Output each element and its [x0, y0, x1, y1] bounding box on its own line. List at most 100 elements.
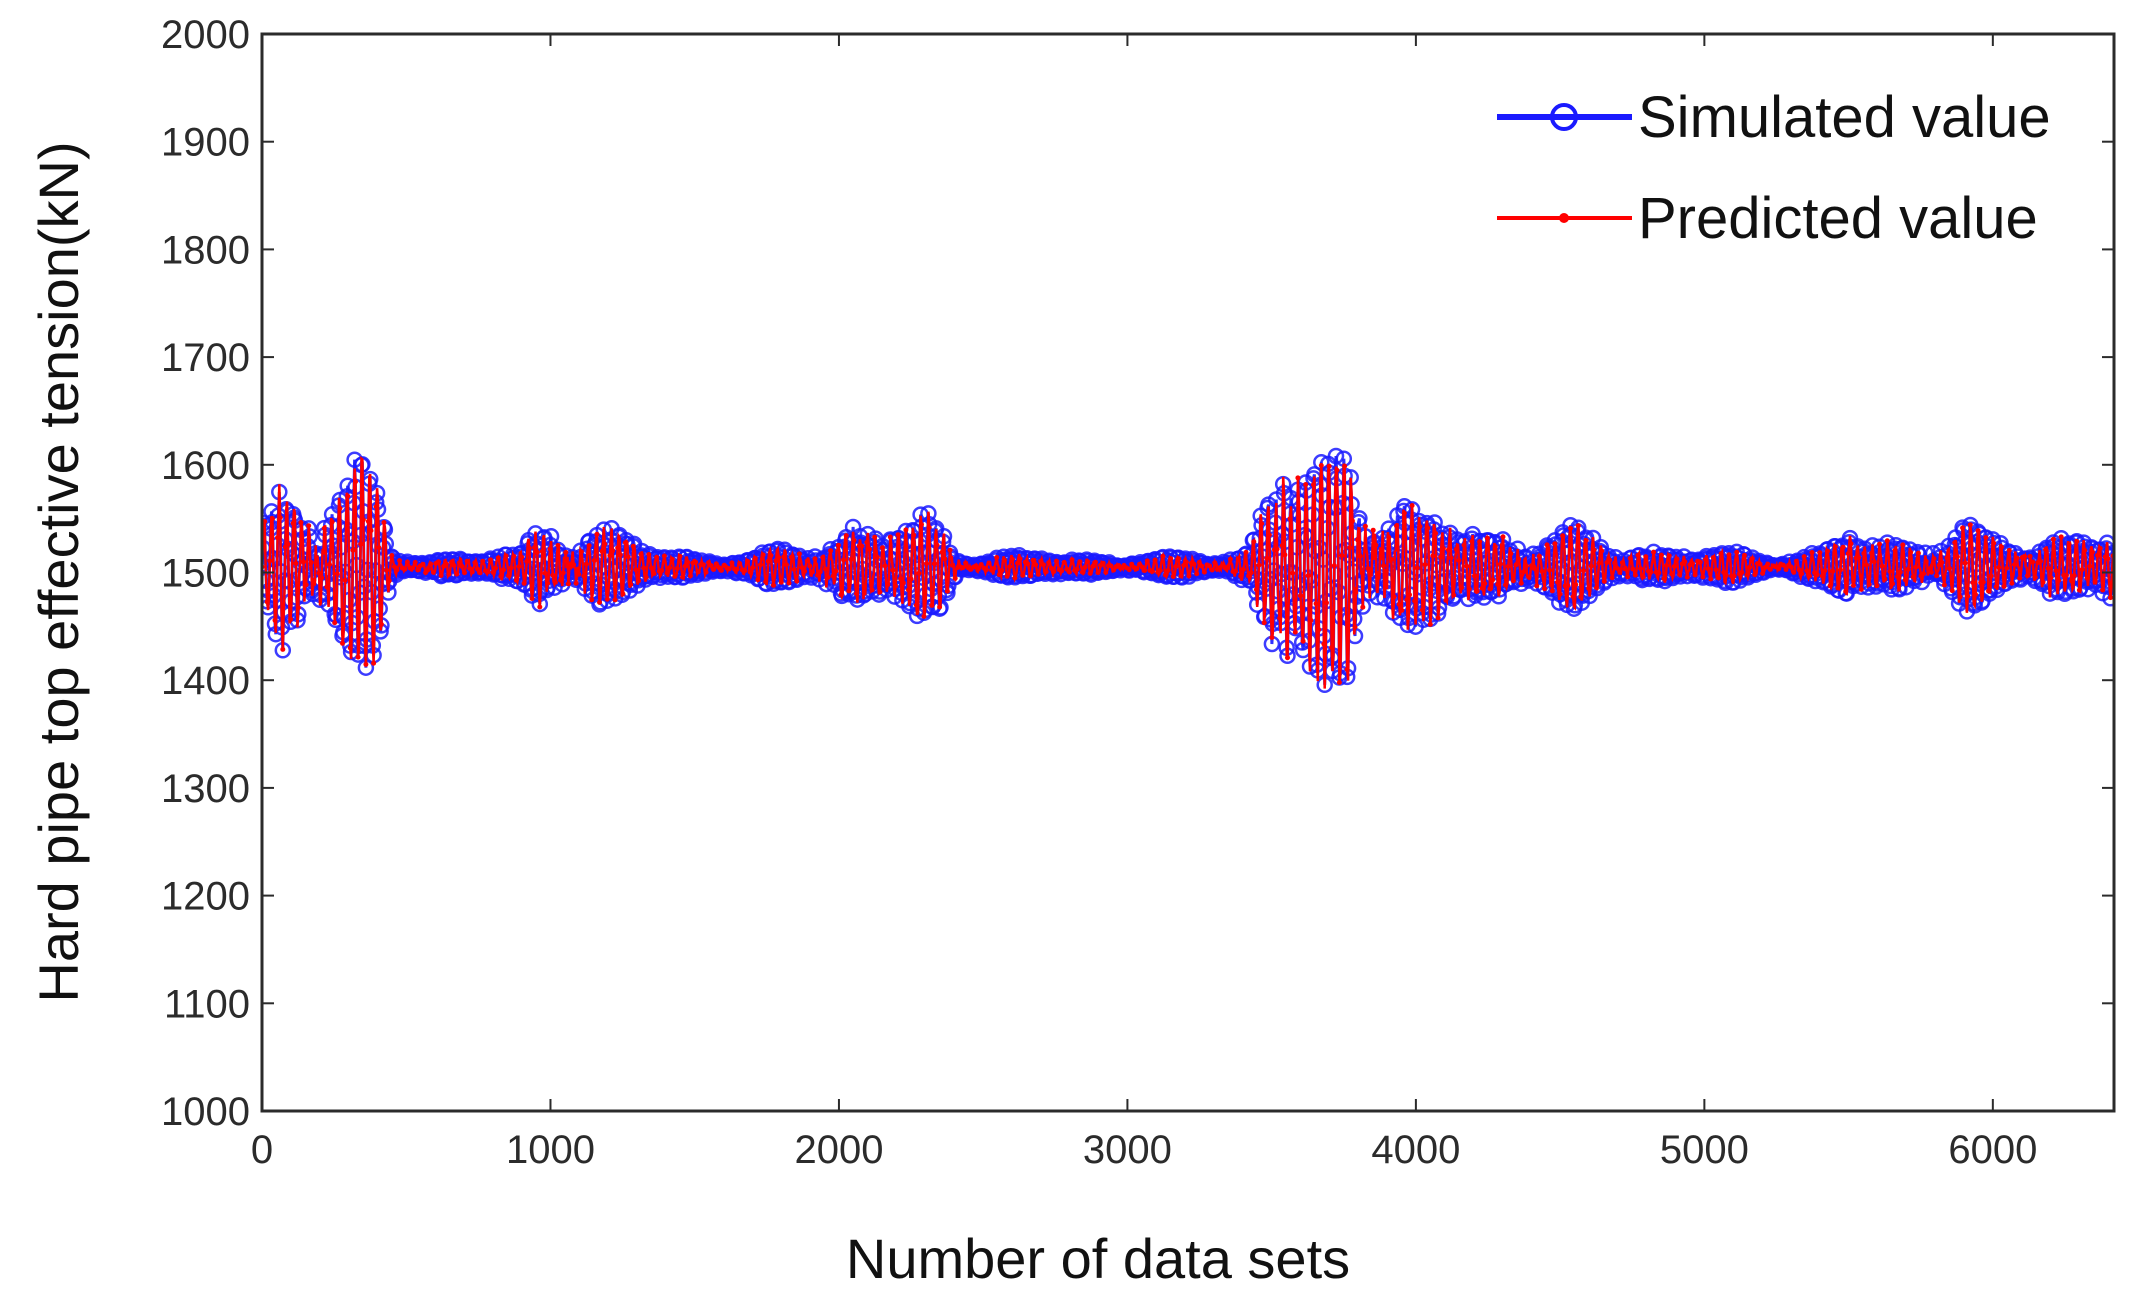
data-point-predicted [1191, 561, 1197, 567]
data-point-predicted [906, 587, 911, 593]
data-point-predicted [1412, 598, 1418, 604]
data-point-predicted [841, 557, 847, 563]
data-point-predicted [1866, 581, 1872, 587]
data-point-predicted [1144, 558, 1150, 564]
data-point-predicted [1591, 547, 1597, 553]
data-point-predicted [2082, 547, 2088, 553]
data-point-predicted [1295, 475, 1301, 481]
legend: Simulated value Predicted value [1497, 85, 2051, 251]
data-point-predicted [2014, 555, 2020, 561]
data-point-predicted [501, 567, 506, 573]
data-point-predicted [913, 602, 919, 608]
y-tick-label: 1200 [161, 875, 250, 919]
data-point-predicted [1329, 644, 1335, 650]
data-point-predicted [2006, 547, 2012, 553]
data-point-predicted [1796, 567, 1802, 573]
x-tick-label: 4000 [1371, 1128, 1460, 1172]
data-point-predicted [1456, 557, 1462, 563]
data-point-predicted [306, 523, 312, 529]
data-point-predicted [768, 553, 774, 558]
data-point-predicted [2100, 587, 2106, 593]
data-point-predicted [1007, 564, 1013, 570]
data-point-predicted [2084, 575, 2090, 581]
data-point-predicted [1555, 579, 1560, 585]
data-point-predicted [937, 604, 943, 610]
data-point-predicted [1900, 542, 1906, 548]
data-point-predicted [334, 571, 340, 577]
data-point-predicted [1240, 566, 1246, 572]
data-point-predicted [597, 599, 602, 605]
data-point-predicted [807, 563, 813, 569]
data-point-predicted [1510, 578, 1516, 584]
data-point-predicted [1378, 555, 1384, 561]
data-point-predicted [711, 566, 717, 572]
data-point-predicted [1173, 563, 1179, 569]
data-point-predicted [1079, 569, 1085, 575]
data-point-predicted [1526, 574, 1532, 580]
data-point-predicted [532, 545, 538, 550]
data-point-predicted [1059, 568, 1065, 574]
data-point-predicted [1578, 594, 1584, 600]
data-point-predicted [1986, 588, 1991, 594]
data-point-predicted [1999, 544, 2004, 550]
data-point-predicted [1609, 575, 1615, 581]
data-point-predicted [1370, 527, 1376, 533]
data-point-predicted [1513, 562, 1519, 568]
data-point-predicted [976, 565, 982, 571]
data-point-predicted [1495, 581, 1501, 587]
data-point-predicted [667, 565, 673, 571]
legend-item-predicted: Predicted value [1497, 186, 2038, 251]
data-point-predicted [1074, 566, 1080, 572]
data-point-predicted [327, 562, 332, 567]
data-point-predicted [412, 559, 418, 565]
data-point-predicted [1941, 582, 1947, 588]
data-point-predicted [1726, 552, 1732, 558]
series-predicted [262, 455, 2114, 689]
data-point-predicted [890, 567, 896, 573]
data-point-predicted [1269, 635, 1275, 640]
data-point-predicted [924, 561, 930, 566]
data-point-predicted [771, 582, 776, 588]
data-point-predicted [672, 573, 678, 579]
data-point-predicted [480, 558, 486, 564]
data-point-predicted [1954, 554, 1960, 560]
data-point-predicted [1765, 561, 1771, 567]
data-point-predicted [454, 571, 460, 577]
data-point-predicted [1472, 573, 1477, 579]
data-point-predicted [926, 525, 932, 530]
data-point-predicted [944, 588, 950, 594]
data-point-predicted [578, 549, 584, 555]
data-point-predicted [786, 580, 792, 586]
data-point-predicted [397, 558, 403, 564]
data-point-predicted [1487, 586, 1493, 592]
data-point-predicted [586, 543, 592, 549]
data-point-predicted [996, 572, 1002, 578]
legend-label-predicted: Predicted value [1638, 186, 2038, 251]
data-point-predicted [288, 616, 294, 622]
data-point-predicted [1913, 564, 1919, 570]
data-point-predicted [1656, 570, 1662, 576]
data-point-predicted [1386, 534, 1392, 540]
data-point-predicted [947, 547, 953, 553]
data-point-predicted [1962, 560, 1968, 566]
data-point-predicted [1500, 534, 1506, 540]
data-point-predicted [682, 563, 688, 569]
data-point-predicted [1427, 621, 1433, 627]
data-point-predicted [2030, 559, 2036, 565]
data-point-predicted [404, 559, 410, 565]
data-point-predicted [1183, 559, 1189, 565]
data-point-predicted [277, 515, 283, 521]
data-point-predicted [1544, 542, 1550, 548]
data-point-predicted [355, 654, 361, 660]
data-point-predicted [648, 565, 654, 571]
data-point-predicted [1575, 523, 1581, 529]
data-point-predicted [1100, 560, 1106, 566]
data-point-predicted [1518, 580, 1524, 586]
data-point-predicted [794, 578, 800, 584]
data-point-predicted [1783, 567, 1789, 572]
data-point-predicted [1767, 566, 1773, 572]
data-point-predicted [646, 552, 652, 557]
data-point-predicted [620, 591, 626, 597]
data-point-predicted [1305, 573, 1311, 579]
data-point-predicted [963, 560, 969, 566]
